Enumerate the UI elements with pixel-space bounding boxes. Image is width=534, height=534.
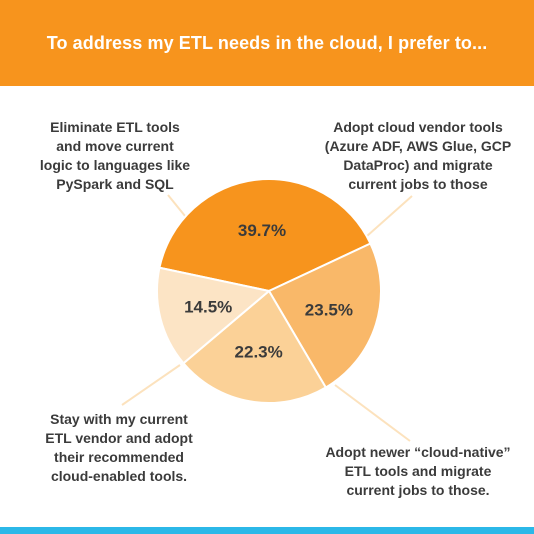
slice-label-line: ETL tools and migrate — [344, 463, 492, 479]
slice-label-line: Adopt newer “cloud-native” — [325, 444, 511, 460]
slice-label-line: current jobs to those — [348, 176, 488, 192]
leader-line-adopt-cloud-native-tools — [334, 384, 411, 442]
footer-band — [0, 527, 534, 534]
slice-value-labels: 39.7% 23.5% 22.3% 14.5% — [184, 221, 353, 362]
slice-label-line: their recommended — [54, 449, 184, 465]
slice-label-line: PySpark and SQL — [56, 176, 174, 192]
slice-label-stay-with-current-vendor: Stay with my current ETL vendor and adop… — [24, 410, 214, 486]
slice-label-eliminate-etl-tools: Eliminate ETL tools and move current log… — [30, 118, 200, 194]
slice-label-adopt-cloud-native-tools: Adopt newer “cloud-native” ETL tools and… — [318, 443, 518, 500]
slice-label-line: logic to languages like — [39, 157, 191, 173]
slice-label-line: ETL vendor and adopt — [45, 430, 193, 446]
slice-label-line: current jobs to those. — [346, 482, 490, 498]
slice-label-line: Eliminate ETL tools — [50, 119, 180, 135]
pie-slice-adopt-cloud-vendor-tools — [158, 178, 372, 293]
header-banner: To address my ETL needs in the cloud, I … — [0, 0, 534, 86]
slice-label-line: cloud-enabled tools. — [50, 468, 188, 484]
slice-label-line: Stay with my current — [50, 411, 188, 427]
value-label-stay-with-current-vendor: 22.3% — [235, 343, 283, 362]
page-title: To address my ETL needs in the cloud, I … — [46, 32, 488, 53]
pie-slices — [156, 178, 382, 404]
value-label-adopt-cloud-native-tools: 23.5% — [305, 301, 353, 320]
value-label-adopt-cloud-vendor-tools: 39.7% — [238, 221, 286, 240]
pie-slice-eliminate-etl-tools — [156, 266, 272, 365]
slice-label-line: (Azure ADF, AWS Glue, GCP — [324, 138, 512, 154]
pie-slice-stay-with-current-vendor — [182, 289, 328, 404]
leader-line-stay-with-current-vendor — [121, 364, 181, 406]
slice-label-line: Adopt cloud vendor tools — [333, 119, 503, 135]
pie-slice-adopt-cloud-native-tools — [267, 242, 382, 389]
slice-label-line: DataProc) and migrate — [343, 157, 493, 173]
slice-label-line: and move current — [56, 138, 174, 154]
value-label-eliminate-etl-tools: 14.5% — [184, 297, 232, 316]
slice-label-adopt-cloud-vendor-tools: Adopt cloud vendor tools (Azure ADF, AWS… — [318, 118, 518, 194]
